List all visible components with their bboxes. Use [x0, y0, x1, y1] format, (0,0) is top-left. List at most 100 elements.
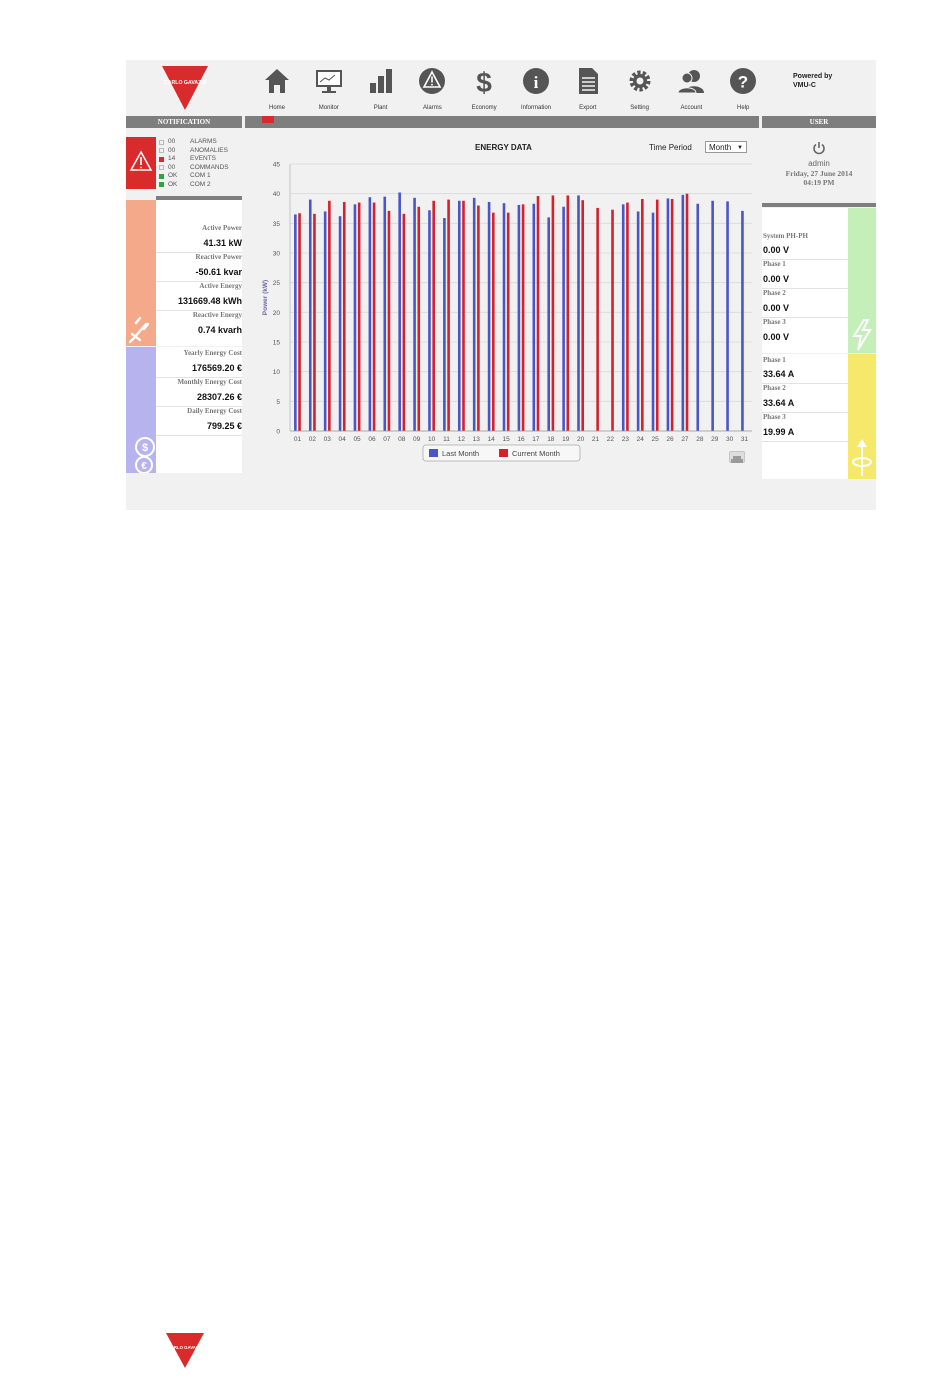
bar-chart-icon: [369, 69, 392, 93]
chart-title: ENERGY DATA: [475, 143, 532, 152]
notification-count: 00: [168, 138, 176, 145]
cost-panel: Yearly Energy Cost 176569.20 € Monthly E…: [156, 347, 242, 473]
nav-help[interactable]: ? Help: [717, 66, 769, 116]
notification-item[interactable]: OK COM 1: [159, 172, 229, 181]
x-tick-label: 30: [726, 436, 734, 443]
x-tick-label: 29: [711, 436, 719, 443]
nav-monitor[interactable]: Monitor: [303, 66, 355, 116]
notification-list: 00 ALARMS 00 ANOMALIES 14 EVENTS 00 COMMANDS OK C…: [159, 138, 229, 189]
divider: [762, 203, 876, 207]
bar-last-month: [413, 197, 416, 431]
time-period-label: Time Period: [649, 143, 692, 152]
user-panel: admin Friday, 27 June 2014 04:19 PM: [762, 138, 876, 187]
svg-text:$: $: [142, 442, 148, 454]
nav-label: Account: [680, 105, 703, 111]
bar-current-month: [596, 207, 599, 431]
bar-current-month: [581, 200, 585, 431]
current-panel-strip: [848, 354, 876, 479]
svg-text:i: i: [534, 73, 539, 92]
nav-label: Help: [737, 105, 750, 111]
bar-current-month: [491, 212, 495, 431]
nav-information[interactable]: i Information: [510, 66, 562, 116]
active-power-label: Active Power: [202, 224, 242, 232]
status-indicator: [159, 139, 164, 145]
notification-item[interactable]: 00 ALARMS: [159, 138, 229, 147]
nav-plant[interactable]: Plant: [355, 66, 407, 116]
notification-item[interactable]: OK COM 2: [159, 181, 229, 190]
bar-last-month: [621, 204, 625, 431]
bar-last-month: [308, 199, 312, 431]
power-icon[interactable]: [812, 141, 826, 155]
divider: [156, 310, 242, 311]
time-period-select[interactable]: Month ▼: [705, 141, 747, 153]
bar-last-month: [472, 197, 476, 431]
x-tick-label: 05: [353, 436, 361, 443]
notification-label: ANOMALIES: [190, 146, 228, 154]
y-tick-label: 30: [273, 251, 281, 258]
notification-item[interactable]: 00 ANOMALIES: [159, 147, 229, 156]
x-tick-label: 18: [547, 436, 555, 443]
bar-current-month: [313, 213, 316, 431]
home-icon: [265, 69, 289, 93]
bar-current-month: [670, 199, 674, 431]
x-tick-label: 25: [652, 436, 660, 443]
legend-swatch: [499, 449, 508, 457]
app-window: CARLO GAVAZZI Home Monitor Plant Alarms $ Eco…: [126, 60, 876, 510]
x-tick-label: 27: [681, 436, 689, 443]
nav-economy[interactable]: $ Economy: [458, 66, 510, 116]
user-title: USER: [762, 116, 876, 128]
energy-chart-panel: ENERGY DATA Time Period Month ▼ 0 5 10 15 20…: [245, 137, 759, 472]
bar-last-month: [368, 197, 372, 431]
powered-by: Powered by VMU-C: [793, 72, 832, 90]
nav-account[interactable]: Account: [665, 66, 717, 116]
active-energy-value: 131669.48 kWh: [177, 296, 242, 306]
print-button[interactable]: [729, 451, 745, 463]
energy-panel: Active Power 41.31 kW Reactive Power -50…: [156, 200, 242, 346]
nav-export[interactable]: Export: [562, 66, 614, 116]
bar-last-month: [457, 200, 461, 431]
system-voltage-value: 0.00 V: [763, 245, 790, 255]
bar-last-month: [711, 200, 714, 431]
notification-item[interactable]: 00 COMMANDS: [159, 164, 229, 173]
footer-logo: CARLO GAVAZZI: [166, 1333, 204, 1368]
gear-icon: [629, 70, 651, 92]
nav-label: Monitor: [318, 105, 339, 111]
notification-panel-strip: [126, 137, 156, 189]
status-indicator: [159, 165, 164, 171]
lightning-icon: [852, 319, 872, 351]
bar-current-month: [521, 204, 525, 431]
y-tick-label: 5: [276, 399, 280, 406]
nav-alarms[interactable]: Alarms: [406, 66, 458, 116]
x-tick-label: 31: [741, 436, 749, 443]
bar-last-month: [294, 214, 297, 431]
x-tick-label: 28: [696, 436, 704, 443]
divider: [156, 252, 242, 253]
time-period-value: Month: [709, 143, 732, 152]
plug-icon: [128, 316, 150, 344]
voltage-panel: System PH-PH 0.00 V Phase 1 0.00 V Phase…: [762, 208, 848, 353]
bar-last-month: [443, 217, 446, 431]
x-tick-label: 17: [532, 436, 540, 443]
bar-last-month: [353, 204, 357, 431]
nav-label: Alarms: [423, 105, 442, 111]
phase1-current-label: Phase 1: [763, 356, 786, 364]
nav-setting[interactable]: Setting: [614, 66, 666, 116]
x-tick-label: 02: [309, 436, 317, 443]
x-tick-label: 08: [398, 436, 406, 443]
y-tick-label: 0: [276, 429, 280, 436]
y-tick-label: 10: [273, 369, 281, 376]
bar-current-month: [342, 201, 346, 431]
divider: [156, 281, 242, 282]
yearly-cost-label: Yearly Energy Cost: [183, 349, 242, 357]
x-tick-label: 26: [666, 436, 674, 443]
bar-last-month: [502, 203, 506, 431]
bar-last-month: [726, 201, 729, 431]
divider: [762, 259, 848, 260]
nav-home[interactable]: Home: [251, 66, 303, 116]
bar-current-month: [298, 213, 301, 431]
bar-current-month: [566, 195, 570, 431]
notification-count: 00: [168, 163, 176, 171]
energy-panel-strip: [126, 200, 156, 346]
notification-item[interactable]: 14 EVENTS: [159, 155, 229, 164]
bar-current-month: [536, 196, 540, 431]
